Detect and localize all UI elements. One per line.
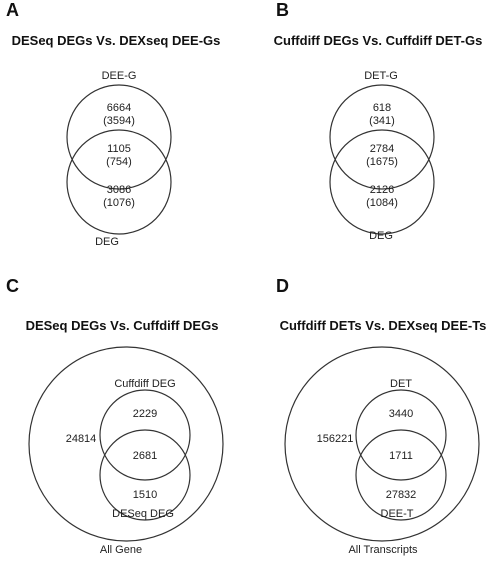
panel-c-bottom-only-count: 1510 — [133, 489, 157, 501]
panel-d-letter: D — [276, 276, 289, 296]
panel-a-letter: A — [6, 0, 19, 20]
panel-c-letter: C — [6, 276, 19, 296]
panel-a-title: DESeq DEGs Vs. DEXseq DEE-Gs — [12, 33, 221, 48]
panel-c-top-label: Cuffdiff DEG — [114, 378, 175, 390]
panel-a-overlap-sub: (754) — [106, 156, 132, 168]
panel-b-bottom-only-count: 2126 — [370, 184, 394, 196]
panel-a-bottom-circle — [66, 129, 172, 235]
panel-d-overlap-count: 1711 — [389, 450, 413, 462]
panel-d-top-only-count: 3440 — [389, 408, 413, 420]
panel-c-universe-circle — [28, 346, 224, 542]
panel-b-bottom-only-sub: (1084) — [366, 197, 398, 209]
panel-c-bottom-label: DESeq DEG — [112, 508, 174, 520]
panel-d-universe-circle — [284, 346, 480, 542]
panel-d-outside-count: 156221 — [317, 433, 354, 445]
panel-a-top-only-sub: (3594) — [103, 115, 135, 127]
panel-a-top-label: DEE-G — [102, 70, 137, 82]
panel-d-bottom-label: DEE-T — [381, 508, 414, 520]
panel-a-overlap-count: 1105 — [107, 143, 131, 155]
panel-c: C DESeq DEGs Vs. Cuffdiff DEGs Cuffdiff … — [6, 276, 224, 556]
panel-c-overlap-count: 2681 — [133, 450, 157, 462]
panel-d-top-label: DET — [390, 378, 412, 390]
panel-a-bottom-only-count: 3086 — [107, 184, 131, 196]
panel-a-bottom-label: DEG — [95, 236, 119, 248]
panel-c-bottom-circle — [99, 429, 191, 521]
panel-d: D Cuffdiff DETs Vs. DEXseq DEE-Ts DET 34… — [276, 276, 486, 556]
panel-b-top-only-count: 618 — [373, 102, 391, 114]
panel-a-bottom-only-sub: (1076) — [103, 197, 135, 209]
panel-d-title: Cuffdiff DETs Vs. DEXseq DEE-Ts — [280, 318, 487, 333]
panel-d-top-circle — [355, 389, 447, 481]
panel-c-top-only-count: 2229 — [133, 408, 157, 420]
panel-a-top-only-count: 6664 — [107, 102, 131, 114]
panel-b-overlap-sub: (1675) — [366, 156, 398, 168]
panel-d-bottom-circle — [355, 429, 447, 521]
panel-b-title: Cuffdiff DEGs Vs. Cuffdiff DET-Gs — [274, 33, 483, 48]
panel-c-outside-count: 24814 — [66, 433, 97, 445]
panel-b-top-circle — [329, 84, 435, 190]
panel-a-top-circle — [66, 84, 172, 190]
panel-c-title: DESeq DEGs Vs. Cuffdiff DEGs — [26, 318, 219, 333]
panel-c-top-circle — [99, 389, 191, 481]
panel-b-overlap-count: 2784 — [370, 143, 394, 155]
panel-b-top-only-sub: (341) — [369, 115, 395, 127]
panel-b: B Cuffdiff DEGs Vs. Cuffdiff DET-Gs DET-… — [274, 0, 483, 242]
panel-b-bottom-label: DEG — [369, 230, 393, 242]
panel-a: A DESeq DEGs Vs. DEXseq DEE-Gs DEE-G 666… — [6, 0, 220, 248]
panel-c-universe-label: All Gene — [100, 544, 142, 556]
panel-d-bottom-only-count: 27832 — [386, 489, 417, 501]
panel-b-bottom-circle — [329, 129, 435, 235]
panel-d-universe-label: All Transcripts — [348, 544, 418, 556]
panel-b-top-label: DET-G — [364, 70, 398, 82]
panel-b-letter: B — [276, 0, 289, 20]
